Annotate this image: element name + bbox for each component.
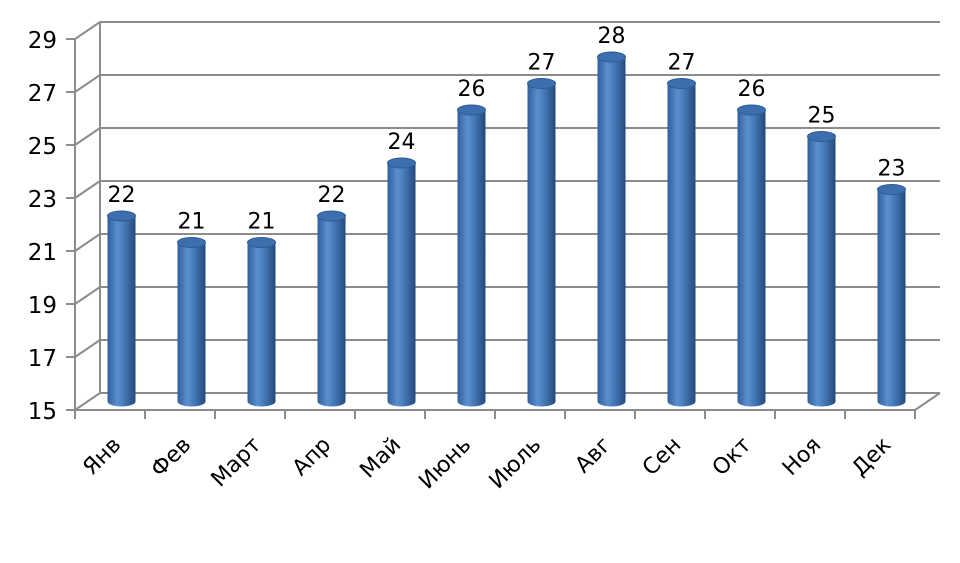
x-tick-label: Апр <box>288 433 336 481</box>
bar <box>667 83 696 407</box>
y-tick-label: 23 <box>28 187 57 213</box>
side-gridline <box>74 21 101 40</box>
y-tick-label: 19 <box>28 293 57 319</box>
side-gridline <box>74 392 101 411</box>
y-tick-label: 21 <box>28 240 57 266</box>
x-tick-label: Май <box>355 433 406 484</box>
bar <box>737 110 766 407</box>
bar-top <box>387 157 416 169</box>
x-tick-label: Ноя <box>778 433 826 481</box>
bar <box>317 216 346 407</box>
y-tick-label: 27 <box>28 81 57 107</box>
data-label: 26 <box>458 77 486 102</box>
bar <box>107 216 136 407</box>
bar <box>597 57 626 407</box>
x-tick-label: Дек <box>847 433 896 482</box>
side-gridline <box>74 180 101 199</box>
bar <box>527 83 556 407</box>
side-gridline <box>74 74 101 93</box>
side-gridline <box>74 233 101 252</box>
data-label: 26 <box>738 77 766 102</box>
gridlines <box>66 21 941 419</box>
side-gridline <box>74 339 101 358</box>
x-tick-label: Фев <box>146 433 196 483</box>
side-gridline <box>74 127 101 146</box>
y-tick-label: 17 <box>28 346 57 372</box>
bar <box>387 163 416 407</box>
x-tick-label: Янв <box>78 433 126 481</box>
data-label: 21 <box>178 210 206 235</box>
bar-top <box>737 104 766 116</box>
x-tick-label: Сен <box>638 433 686 481</box>
data-label: 28 <box>598 24 626 49</box>
bar <box>457 110 486 407</box>
bar-top <box>457 104 486 116</box>
side-gridline <box>74 286 101 305</box>
data-label: 21 <box>248 210 276 235</box>
x-tick-label: Июль <box>485 433 547 495</box>
bar-top <box>177 237 206 248</box>
data-label: 27 <box>668 51 696 76</box>
data-label: 25 <box>808 104 836 129</box>
bar-top <box>107 210 136 222</box>
bar-top <box>247 237 276 248</box>
x-tick-label: Июнь <box>414 433 476 495</box>
bar-top <box>527 78 556 89</box>
bar <box>247 242 276 407</box>
y-tick-label: 29 <box>28 28 57 54</box>
data-label: 27 <box>528 51 556 76</box>
bar <box>877 189 906 407</box>
bar <box>177 242 206 407</box>
x-tick-label: Март <box>207 432 267 492</box>
data-label: 22 <box>108 183 136 208</box>
bar-top <box>667 78 696 89</box>
data-label: 23 <box>878 157 906 182</box>
data-label: 24 <box>388 130 416 155</box>
floor-right-edge <box>914 392 941 411</box>
bar-top <box>317 210 346 222</box>
x-tick-label: Авг <box>571 433 617 479</box>
data-label: 22 <box>318 183 346 208</box>
bar <box>807 136 836 407</box>
bars <box>107 51 906 407</box>
bar-top <box>807 131 836 142</box>
x-tick-label: Окт <box>708 432 757 481</box>
y-tick-label: 15 <box>28 399 57 425</box>
bar-top <box>877 184 906 195</box>
y-tick-label: 25 <box>28 134 57 160</box>
bar-top <box>597 51 626 63</box>
